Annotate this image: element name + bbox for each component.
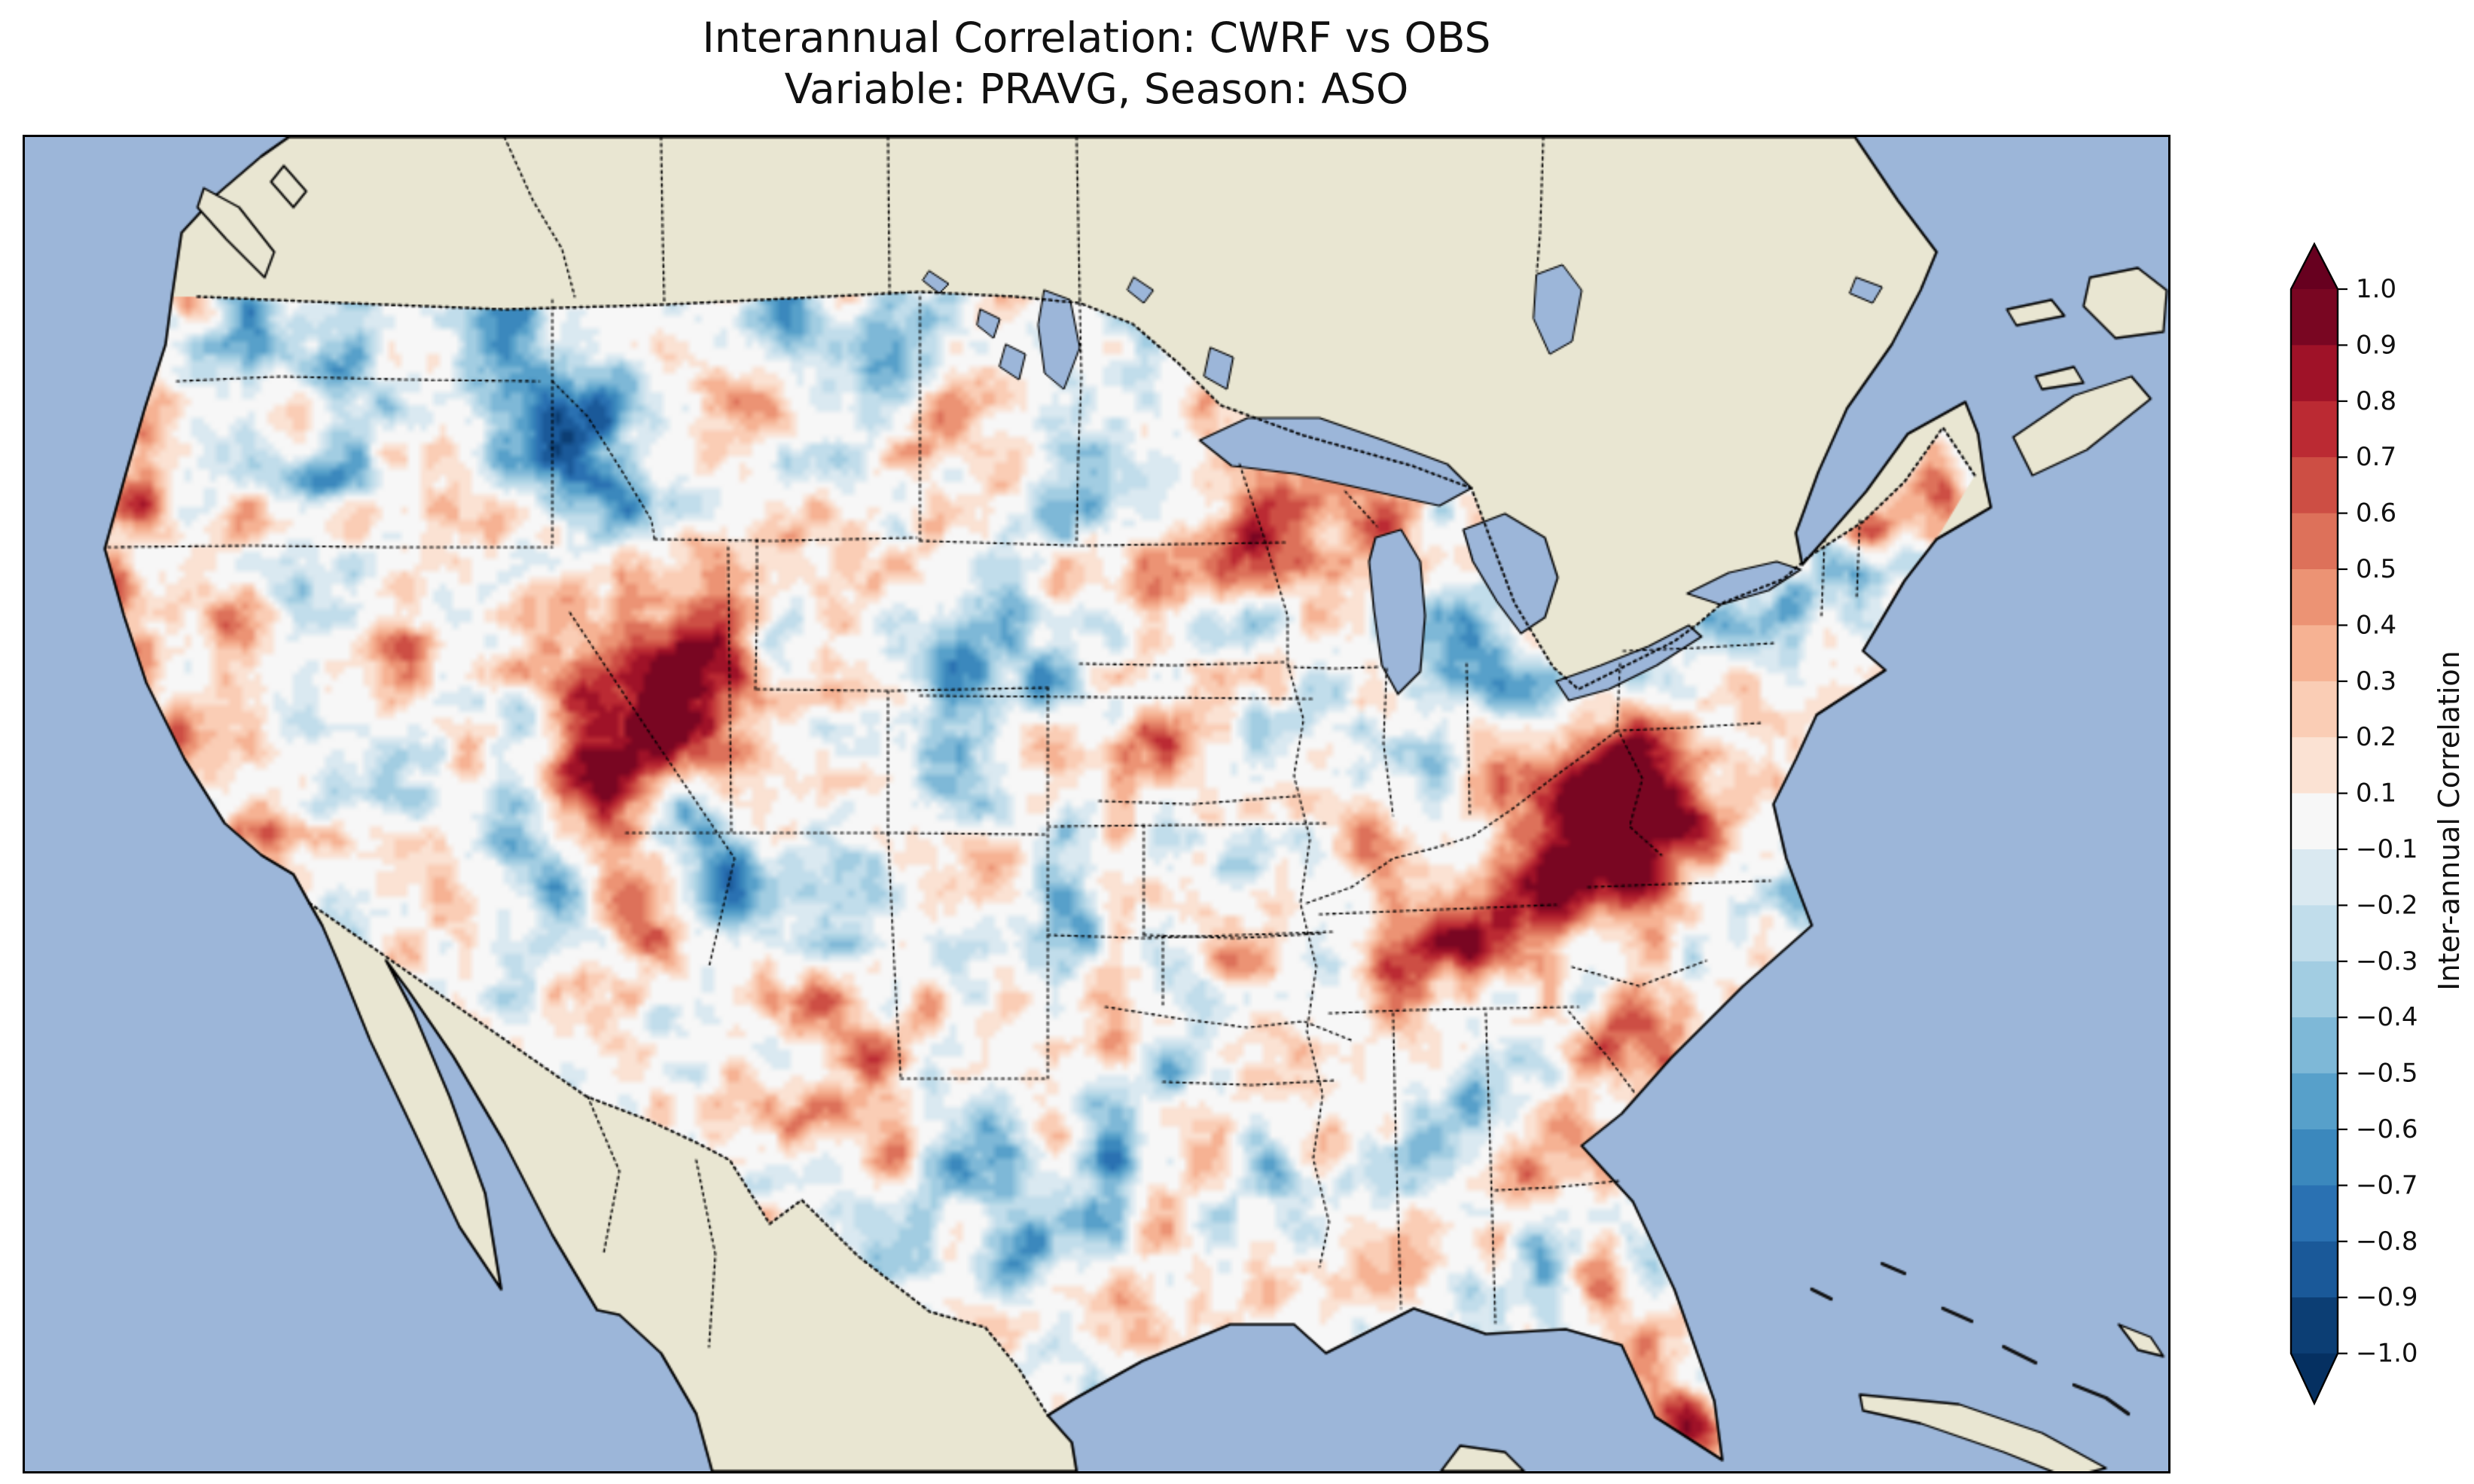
colorbar-band [2291, 1297, 2338, 1354]
colorbar-band [2291, 849, 2338, 906]
colorbar-band [2291, 625, 2338, 682]
colorbar-band [2291, 961, 2338, 1018]
colorbar-band [2291, 569, 2338, 626]
colorbar-tick-label: −0.7 [2356, 1170, 2418, 1200]
colorbar-arrow-over [2291, 244, 2338, 289]
colorbar-band [2291, 1073, 2338, 1130]
colorbar-band [2291, 1241, 2338, 1298]
colorbar-arrow-under [2291, 1353, 2338, 1403]
colorbar-band [2291, 737, 2338, 794]
colorbar-tick-label: 1.0 [2356, 274, 2396, 304]
colorbar-band [2291, 681, 2338, 738]
colorbar-tick-label: 0.5 [2356, 554, 2396, 584]
correlation-map-canvas [25, 137, 2168, 1471]
colorbar-tick-label: 0.2 [2356, 722, 2396, 752]
colorbar-tick-label: −0.4 [2356, 1002, 2418, 1032]
colorbar-tick-label: −0.5 [2356, 1059, 2418, 1089]
colorbar-band [2291, 289, 2338, 346]
colorbar-band [2291, 1017, 2338, 1074]
colorbar-tick-label: −1.0 [2356, 1339, 2418, 1369]
colorbar-tick-label: −0.2 [2356, 890, 2418, 920]
colorbar-tick-label: −0.3 [2356, 946, 2418, 977]
colorbar-band [2291, 1129, 2338, 1186]
map-panel [23, 135, 2170, 1473]
colorbar-band [2291, 1185, 2338, 1242]
colorbar-label: Inter-annual Correlation [2433, 651, 2466, 991]
colorbar-band [2291, 401, 2338, 458]
colorbar-band [2291, 457, 2338, 514]
colorbar-tick-label: −0.9 [2356, 1282, 2418, 1312]
colorbar-tick-label: 0.9 [2356, 330, 2396, 360]
colorbar-tick-label: 0.1 [2356, 779, 2396, 809]
chart-title: Interannual Correlation: CWRF vs OBS [702, 14, 1491, 62]
colorbar-band [2291, 513, 2338, 570]
colorbar-tick-label: −0.1 [2356, 834, 2418, 864]
colorbar-tick-label: −0.6 [2356, 1114, 2418, 1144]
colorbar-band [2291, 905, 2338, 962]
colorbar-tick-label: 0.8 [2356, 386, 2396, 416]
chart-subtitle: Variable: PRAVG, Season: ASO [784, 65, 1409, 113]
colorbar-tick-label: 0.6 [2356, 498, 2396, 529]
colorbar-tick-label: −0.8 [2356, 1227, 2418, 1257]
title-block: Interannual Correlation: CWRF vs OBS Var… [23, 12, 2170, 114]
colorbar-tick-label: 0.7 [2356, 442, 2396, 472]
colorbar-band [2291, 345, 2338, 402]
colorbar: 1.0 0.9 0.8 0.7 0.6 0.5 0.4 0.3 0.2 0.1 −0.1 −0.2 −0… [2289, 242, 2418, 1406]
colorbar-band [2291, 793, 2338, 850]
colorbar-tick-label: 0.4 [2356, 610, 2396, 640]
colorbar-tick-label: 0.3 [2356, 666, 2396, 696]
